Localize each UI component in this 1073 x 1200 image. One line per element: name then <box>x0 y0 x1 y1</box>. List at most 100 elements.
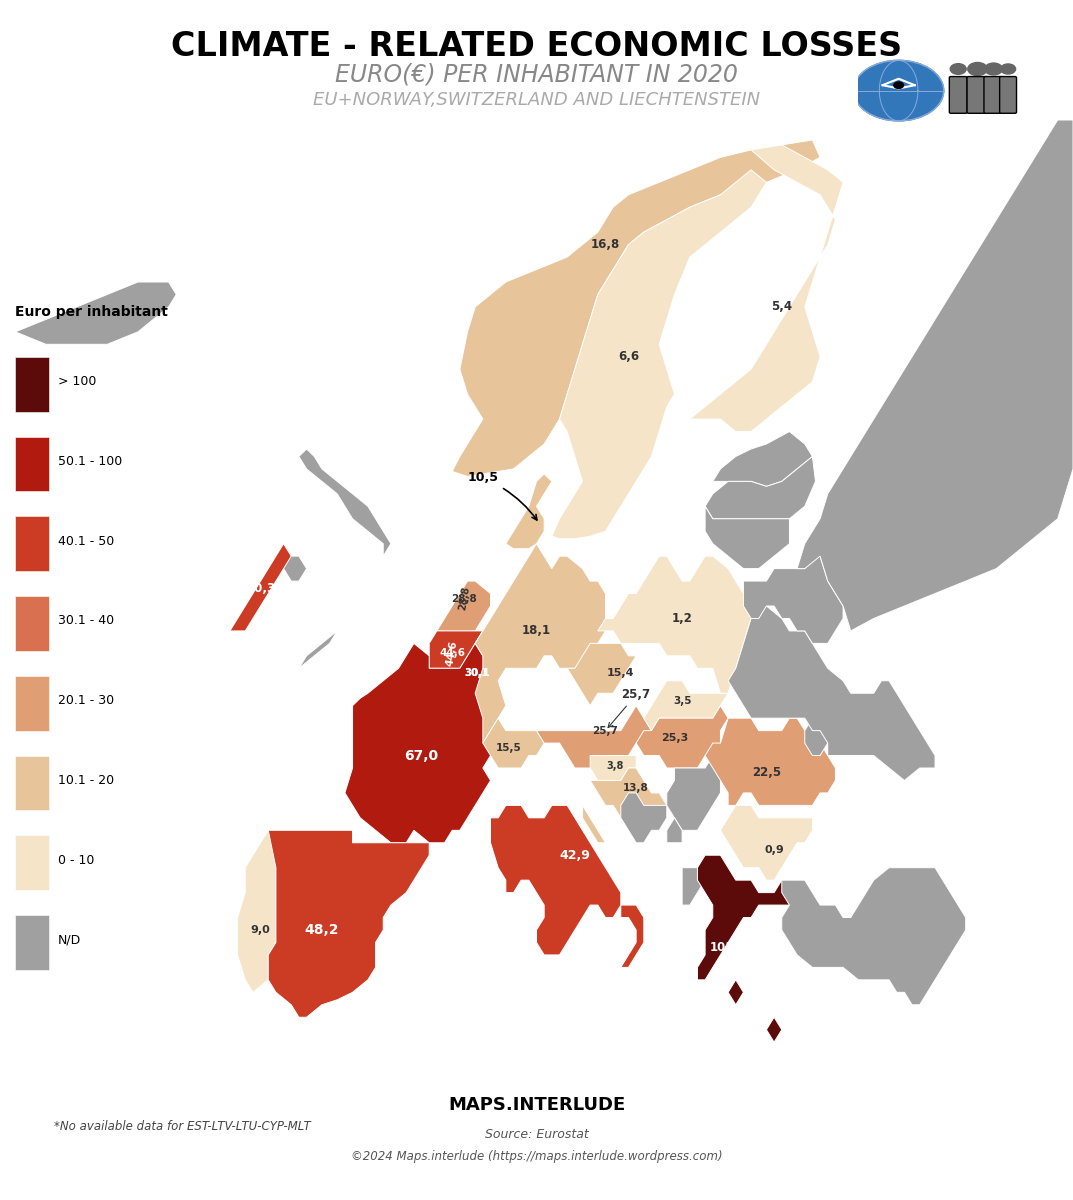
Polygon shape <box>705 506 790 569</box>
Text: 42,9: 42,9 <box>559 848 590 862</box>
Text: 18,1: 18,1 <box>521 624 552 637</box>
Text: 44,6: 44,6 <box>439 648 466 659</box>
Polygon shape <box>805 718 827 756</box>
Bar <box>15 516 49 571</box>
Text: M: M <box>40 998 73 1032</box>
Polygon shape <box>437 581 490 631</box>
Polygon shape <box>344 643 505 842</box>
Polygon shape <box>636 706 729 768</box>
Text: 28,8: 28,8 <box>452 594 477 604</box>
Polygon shape <box>429 631 483 668</box>
Text: 5,4: 5,4 <box>771 300 792 313</box>
Text: MAPS.INTERLUDE: MAPS.INTERLUDE <box>447 1096 626 1114</box>
Text: ©2024 Maps.interlude (https://maps.interlude.wordpress.com): ©2024 Maps.interlude (https://maps.inter… <box>351 1151 722 1164</box>
FancyBboxPatch shape <box>1000 77 1016 113</box>
Polygon shape <box>483 718 544 768</box>
Text: 25,7: 25,7 <box>592 726 618 736</box>
Text: 25,3: 25,3 <box>661 733 688 743</box>
Polygon shape <box>15 282 176 344</box>
Text: 30,1: 30,1 <box>464 668 489 678</box>
Text: CLIMATE - RELATED ECONOMIC LOSSES: CLIMATE - RELATED ECONOMIC LOSSES <box>171 30 902 62</box>
Polygon shape <box>666 818 682 842</box>
Polygon shape <box>712 432 812 486</box>
Text: 6,6: 6,6 <box>618 350 640 364</box>
Text: 67,0: 67,0 <box>405 749 439 762</box>
Polygon shape <box>705 718 836 805</box>
Polygon shape <box>590 768 666 842</box>
Bar <box>15 835 49 890</box>
Polygon shape <box>299 449 391 668</box>
Polygon shape <box>237 830 276 992</box>
Polygon shape <box>797 120 1073 631</box>
Text: EU+NORWAY,SWITZERLAND AND LIECHTENSTEIN: EU+NORWAY,SWITZERLAND AND LIECHTENSTEIN <box>313 91 760 109</box>
Text: 25,7: 25,7 <box>608 689 650 727</box>
Text: 16,8: 16,8 <box>591 238 620 251</box>
Text: 3,8: 3,8 <box>606 761 623 770</box>
Polygon shape <box>782 868 966 1004</box>
Polygon shape <box>475 544 605 743</box>
FancyBboxPatch shape <box>967 77 988 113</box>
Polygon shape <box>705 456 815 518</box>
Text: 28,8: 28,8 <box>457 586 471 611</box>
Text: 13,8: 13,8 <box>623 782 649 793</box>
Polygon shape <box>246 830 429 1018</box>
Text: 30,1: 30,1 <box>465 668 488 678</box>
Bar <box>15 356 49 412</box>
Polygon shape <box>621 793 666 842</box>
Polygon shape <box>452 140 820 476</box>
Text: 30.1 - 40: 30.1 - 40 <box>58 614 115 628</box>
Polygon shape <box>590 756 636 780</box>
Circle shape <box>968 62 987 76</box>
Polygon shape <box>283 556 307 581</box>
Circle shape <box>951 64 966 74</box>
Text: > 100: > 100 <box>58 376 97 388</box>
Polygon shape <box>598 556 751 694</box>
Polygon shape <box>505 474 552 548</box>
Text: *No available data for EST-LTV-LTU-CYP-MLT: *No available data for EST-LTV-LTU-CYP-M… <box>54 1121 310 1133</box>
Polygon shape <box>230 544 291 631</box>
Polygon shape <box>666 743 729 830</box>
Text: 22,5: 22,5 <box>752 767 781 780</box>
Text: 40,3: 40,3 <box>246 582 275 595</box>
Polygon shape <box>490 805 621 955</box>
Text: N/D: N/D <box>58 934 82 947</box>
Text: Source: Eurostat: Source: Eurostat <box>485 1128 588 1140</box>
Text: 101,1: 101,1 <box>709 941 747 954</box>
Polygon shape <box>690 145 843 432</box>
Polygon shape <box>644 680 729 731</box>
Circle shape <box>985 64 1002 74</box>
Circle shape <box>894 82 903 89</box>
Polygon shape <box>621 905 644 967</box>
Text: Euro per inhabitant: Euro per inhabitant <box>15 305 168 319</box>
Bar <box>15 756 49 810</box>
Polygon shape <box>472 631 483 668</box>
Polygon shape <box>552 170 766 539</box>
Text: 10.1 - 20: 10.1 - 20 <box>58 774 115 787</box>
Text: 3,5: 3,5 <box>673 696 691 706</box>
Polygon shape <box>697 856 797 980</box>
Bar <box>15 596 49 650</box>
Text: EURO(€) PER INHABITANT IN 2020: EURO(€) PER INHABITANT IN 2020 <box>335 62 738 86</box>
Polygon shape <box>583 805 605 842</box>
Text: 9,0: 9,0 <box>251 925 270 935</box>
FancyBboxPatch shape <box>950 77 967 113</box>
Polygon shape <box>766 1018 782 1042</box>
Text: 15,5: 15,5 <box>496 743 521 754</box>
Polygon shape <box>568 643 636 706</box>
Polygon shape <box>729 606 935 780</box>
Text: 15,4: 15,4 <box>607 668 634 678</box>
Text: 1,2: 1,2 <box>672 612 692 625</box>
Polygon shape <box>720 805 812 880</box>
Bar <box>15 916 49 970</box>
Text: 40.1 - 50: 40.1 - 50 <box>58 535 115 547</box>
Text: 20.1 - 30: 20.1 - 30 <box>58 695 115 707</box>
Polygon shape <box>729 980 744 1004</box>
Text: 0,9: 0,9 <box>764 845 784 856</box>
Text: 10,5: 10,5 <box>468 472 536 520</box>
Text: 44,6: 44,6 <box>445 640 459 667</box>
Text: 50.1 - 100: 50.1 - 100 <box>58 455 122 468</box>
Polygon shape <box>697 856 729 880</box>
FancyBboxPatch shape <box>984 77 1003 113</box>
Polygon shape <box>536 706 651 768</box>
Text: 0 - 10: 0 - 10 <box>58 853 94 866</box>
